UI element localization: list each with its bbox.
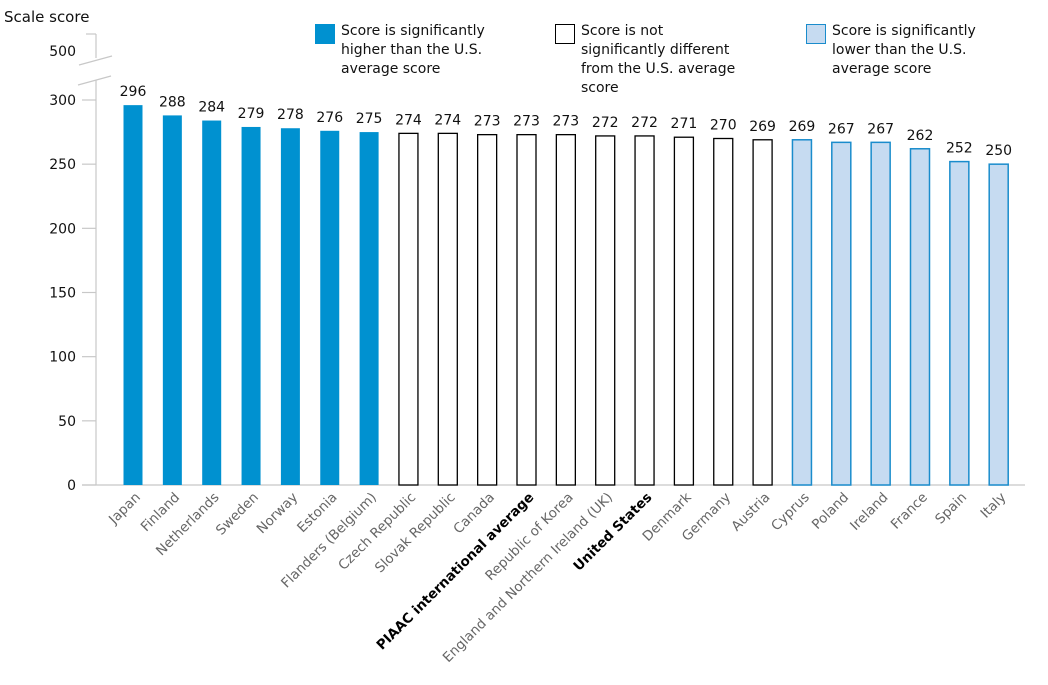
- y-tick-label: 250: [49, 157, 76, 173]
- data-label: 279: [238, 106, 265, 122]
- category-label: France: [888, 490, 931, 533]
- data-label: 296: [120, 84, 147, 100]
- data-labels: 296 288 284 279 278 276 275 274 274 273 273 273 272 2…: [120, 84, 1012, 159]
- bar-austria: [752, 139, 773, 486]
- data-label: 250: [985, 143, 1012, 159]
- data-label: 269: [789, 119, 816, 135]
- y-axis: 500 0 50 100 150 200 250 300: [49, 33, 1025, 494]
- legend-label-higher: Score is significantly higher than the U…: [341, 23, 485, 77]
- bar-canada: [476, 133, 498, 486]
- category-label: Italy: [977, 490, 1009, 522]
- data-label: 262: [907, 128, 934, 144]
- bar-sweden: [241, 126, 261, 485]
- data-label: 275: [356, 111, 383, 127]
- bar-ireland: [870, 141, 891, 486]
- bar-czech-republic: [398, 132, 419, 486]
- legend-label-lower: Score is significantly lower than the U.…: [832, 23, 976, 77]
- bars: [123, 105, 1009, 486]
- data-label: 274: [434, 112, 461, 128]
- data-label: 270: [710, 118, 737, 134]
- y-axis-title: Scale score: [4, 8, 89, 26]
- legend-item-same: Score is not significantly different fro…: [555, 22, 735, 98]
- data-label: 288: [159, 94, 186, 110]
- data-label: 271: [671, 116, 698, 132]
- y-tick-label: 0: [67, 478, 76, 494]
- bar-flanders-belgium: [359, 132, 379, 486]
- bar-france: [909, 148, 931, 486]
- category-label: Austria: [728, 490, 773, 535]
- bar-netherlands: [202, 120, 222, 486]
- bar-england-and-northern-ireland-uk: [595, 135, 616, 486]
- category-label: Ireland: [847, 490, 891, 534]
- data-label: 284: [198, 100, 225, 116]
- legend-item-lower: Score is significantly lower than the U.…: [806, 22, 976, 79]
- category-labels: JapanFinlandNetherlandsSwedenNorwayEston…: [105, 489, 1009, 665]
- data-label: 272: [592, 115, 619, 131]
- y-tick-label: 300: [49, 93, 76, 109]
- data-label: 273: [474, 114, 501, 130]
- bar-estonia: [320, 130, 340, 486]
- axis-break-mark: [78, 55, 113, 66]
- legend-swatch-higher: [315, 24, 335, 44]
- bar-norway: [280, 128, 300, 485]
- data-label: 267: [867, 121, 894, 137]
- bar-republic-of-korea: [555, 133, 576, 486]
- data-label: 274: [395, 112, 422, 128]
- bar-germany: [713, 137, 734, 486]
- data-label: 252: [946, 141, 973, 157]
- data-label: 276: [316, 110, 343, 126]
- bar-spain: [949, 160, 970, 486]
- data-label: 273: [513, 114, 540, 130]
- data-label: 272: [631, 115, 658, 131]
- axis-break-mark: [77, 75, 112, 86]
- legend-swatch-same: [555, 24, 575, 44]
- bar-cyprus: [791, 139, 813, 486]
- bar-slovak-republic: [437, 132, 458, 486]
- y-tick-label: 100: [49, 350, 76, 366]
- bar-italy: [988, 163, 1009, 486]
- bar-united-states: [634, 135, 655, 486]
- data-label: 278: [277, 107, 304, 123]
- legend-item-higher: Score is significantly higher than the U…: [315, 22, 485, 79]
- data-label: 273: [552, 114, 579, 130]
- data-label: 269: [749, 119, 776, 135]
- category-label: Sweden: [213, 490, 262, 539]
- category-label: Poland: [809, 490, 852, 533]
- category-label: Spain: [932, 490, 970, 528]
- y-tick-label: 500: [49, 44, 76, 60]
- legend-swatch-lower: [806, 24, 826, 44]
- bar-finland: [162, 115, 182, 486]
- y-tick-label: 200: [49, 221, 76, 237]
- data-label: 267: [828, 121, 855, 137]
- bar-piaac-international-average: [516, 133, 537, 486]
- y-tick-label: 150: [49, 286, 76, 302]
- bar-poland: [831, 141, 852, 486]
- y-tick-label: 50: [58, 414, 76, 430]
- category-label: Norway: [254, 490, 302, 538]
- bar-denmark: [673, 136, 695, 486]
- bar-japan: [123, 105, 143, 485]
- legend-label-same: Score is not significantly different fro…: [581, 23, 736, 96]
- category-label: Cyprus: [768, 490, 813, 535]
